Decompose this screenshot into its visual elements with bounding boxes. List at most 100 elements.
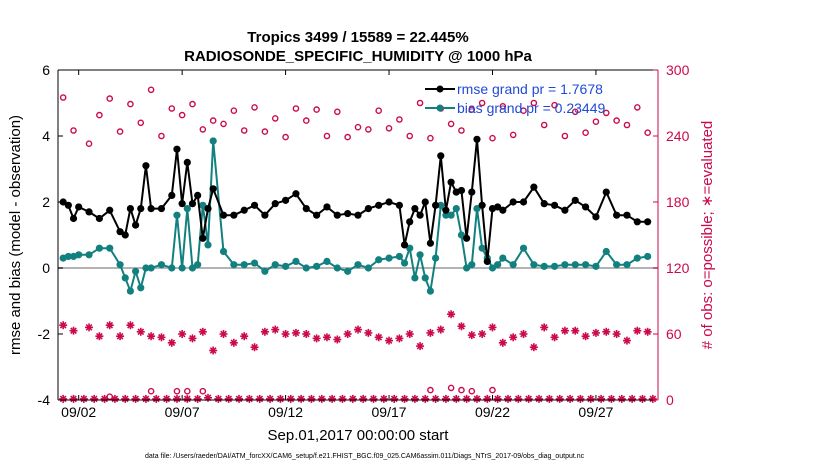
obs-evaluated-point	[343, 330, 352, 338]
rmse-point	[281, 196, 290, 204]
y-right-tick-label: 300	[666, 62, 690, 78]
obs-possible-point	[602, 109, 610, 117]
rmse-point	[447, 178, 455, 186]
bias-point	[452, 205, 460, 213]
obs-possible-point	[261, 128, 269, 135]
obs-evaluated-low-point	[400, 394, 409, 403]
rmse-point	[354, 211, 362, 219]
bias-point	[261, 267, 269, 275]
obs-possible-point	[540, 121, 548, 129]
rmse-point	[292, 190, 300, 198]
obs-evaluated-low-point	[369, 394, 378, 403]
rmse-point	[131, 221, 140, 229]
y-tick-label: 4	[42, 128, 50, 144]
obs-possible-low-point	[489, 386, 496, 394]
obs-possible-point	[406, 132, 414, 140]
obs-evaluated-point	[498, 338, 507, 347]
x-axis-label: Sep.01,2017 00:00:00 start	[268, 427, 450, 444]
rmse-point	[85, 208, 93, 216]
rmse-point	[483, 257, 491, 265]
obs-possible-point	[220, 120, 227, 128]
bias-point	[530, 261, 538, 269]
bias-point	[499, 254, 507, 262]
obs-possible-point	[313, 106, 320, 113]
bias-point	[468, 261, 476, 269]
bias-point	[250, 259, 259, 267]
bias-point	[219, 247, 228, 256]
obs-possible-point	[613, 117, 620, 124]
obs-evaluated-low-point	[431, 394, 440, 403]
bias-point	[509, 261, 517, 269]
obs-evaluated-point	[219, 330, 228, 338]
obs-evaluated-low-point	[235, 394, 244, 403]
obs-evaluated-low-point	[69, 394, 78, 403]
data-file-footnote: data file: /Users/raeder/DAI/ATM_forcXX/…	[145, 453, 585, 460]
rmse-point	[183, 158, 191, 166]
rmse-point	[530, 183, 538, 191]
obs-evaluated-point	[395, 334, 404, 343]
bias-point	[168, 264, 176, 272]
obs-possible-point	[416, 99, 424, 107]
rmse-point	[581, 203, 590, 211]
obs-possible-point	[96, 111, 103, 119]
obs-evaluated-low-point	[297, 394, 306, 403]
plot-area	[58, 70, 658, 400]
obs-evaluated-low-point	[648, 394, 657, 403]
obs-evaluated-point	[364, 328, 373, 337]
bias-point	[416, 251, 424, 259]
rmse-point	[395, 201, 403, 209]
obs-possible-low-point	[458, 386, 465, 394]
rmse-point	[178, 200, 186, 208]
bias-point	[344, 267, 352, 275]
obs-evaluated-point	[426, 328, 435, 337]
bias-point	[463, 264, 471, 272]
obs-evaluated-point	[229, 338, 238, 347]
obs-evaluated-point	[147, 332, 156, 341]
obs-evaluated-point	[167, 338, 176, 347]
bias-point	[116, 261, 124, 269]
rmse-point	[561, 206, 569, 214]
obs-evaluated-point	[281, 330, 290, 338]
rmse-line	[62, 139, 648, 262]
bias-point	[313, 262, 321, 270]
obs-evaluated-point	[209, 346, 218, 355]
obs-evaluated-low-point	[183, 394, 192, 403]
bias-point	[178, 264, 186, 272]
bias-point	[281, 262, 290, 270]
bias-point	[400, 259, 409, 267]
bias-point	[126, 287, 135, 295]
bias-point	[75, 251, 83, 259]
bias-point	[230, 261, 238, 269]
obs-evaluated-low-point	[286, 394, 295, 403]
obs-evaluated-point	[436, 325, 445, 334]
bias-point	[173, 211, 181, 219]
obs-possible-point	[509, 131, 517, 139]
obs-evaluated-low-point	[162, 394, 171, 403]
obs-possible-point	[354, 123, 362, 131]
bias-point	[581, 261, 590, 269]
obs-possible-point	[147, 86, 155, 94]
y-tick-label: -4	[38, 392, 51, 408]
obs-evaluated-point	[188, 334, 197, 343]
rmse-point	[633, 218, 641, 226]
bias-point	[519, 244, 528, 252]
rmse-point	[147, 205, 155, 213]
bias-point	[406, 244, 414, 252]
rmse-point	[261, 211, 269, 219]
rmse-point	[116, 228, 124, 236]
bias-point	[592, 262, 600, 270]
obs-evaluated-point	[560, 326, 569, 335]
obs-evaluated-low-point	[245, 394, 254, 403]
bias-point	[613, 261, 621, 269]
bias-point	[602, 247, 610, 256]
rmse-point	[499, 206, 507, 214]
obs-evaluated-low-point	[276, 394, 285, 403]
bias-point	[302, 264, 310, 272]
rmse-point	[313, 211, 321, 219]
bias-point	[199, 201, 207, 209]
obs-evaluated-low-point	[266, 394, 275, 403]
chart-subtitle: RADIOSONDE_SPECIFIC_HUMIDITY @ 1000 hPa	[184, 48, 532, 65]
obs-possible-point	[282, 133, 289, 141]
y-tick-label: 2	[42, 194, 50, 210]
